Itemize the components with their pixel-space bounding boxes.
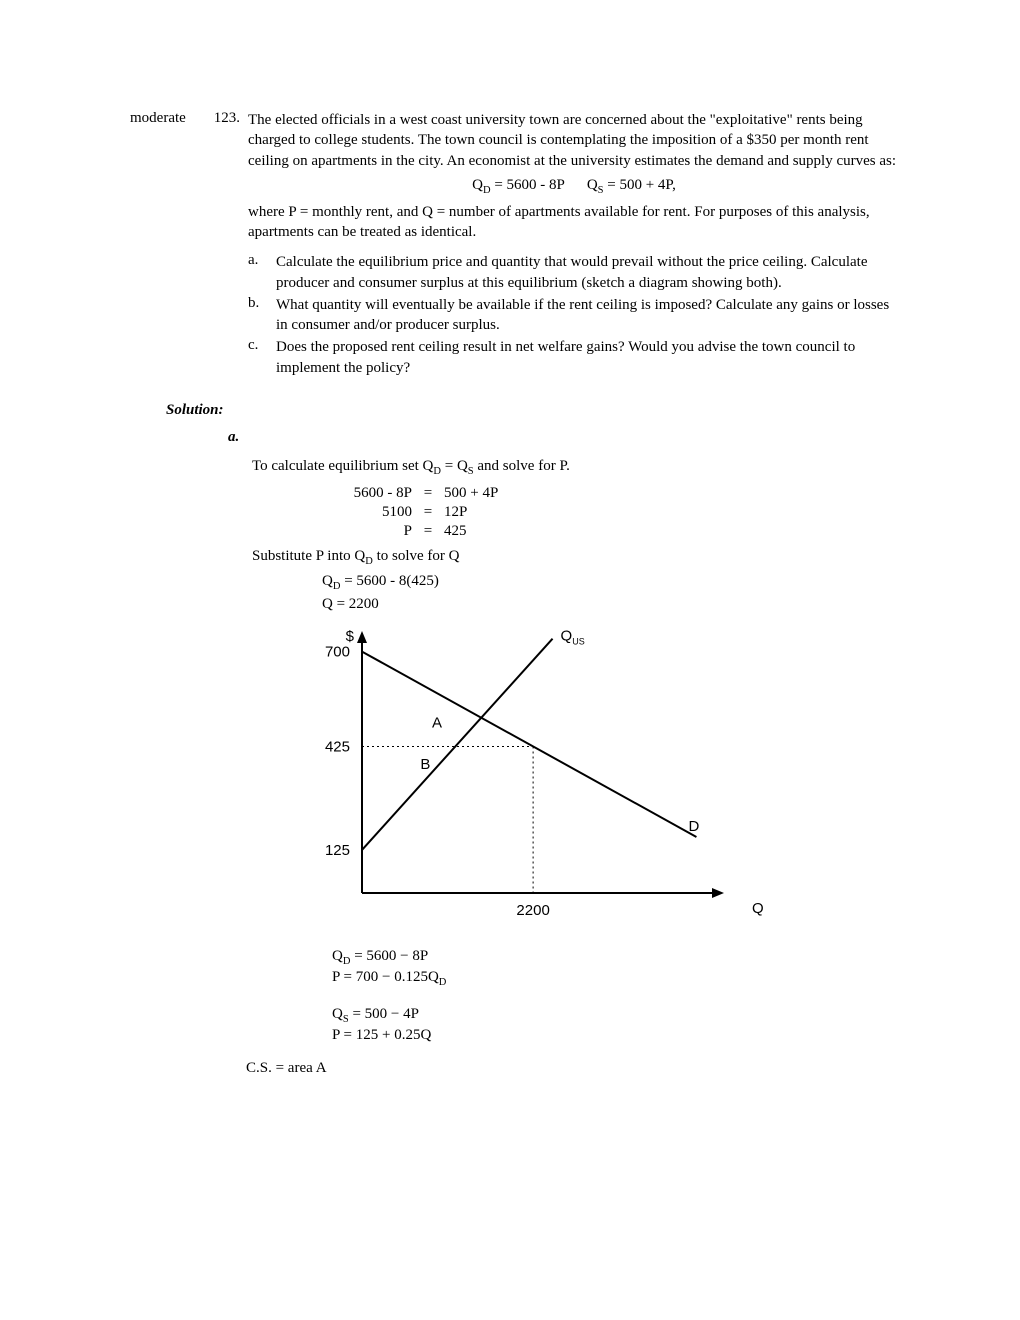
svg-text:125: 125 [325,842,350,859]
part-c: c. Does the proposed rent ceiling result… [248,337,900,378]
svg-text:B: B [420,756,430,773]
part-a-text: Calculate the equilibrium price and quan… [276,252,900,293]
part-a: a. Calculate the equilibrium price and q… [248,252,900,293]
inverse-demand-1: QD = 5600 − 8P [332,948,900,967]
solution-heading: Solution: [166,402,900,419]
question-parts: a. Calculate the equilibrium price and q… [248,252,900,378]
svg-text:Q: Q [752,900,764,917]
sol-line1: To calculate equilibrium set QD = QS and… [252,456,900,479]
part-c-text: Does the proposed rent ceiling result in… [276,337,900,378]
svg-text:700: 700 [325,644,350,661]
question-number: 123. [200,110,248,127]
svg-text:$: $ [346,628,355,645]
part-a-label: a. [248,252,276,293]
question-row: moderate 123. The elected officials in a… [130,110,900,380]
svg-text:D: D [688,818,699,835]
solution-body: To calculate equilibrium set QD = QS and… [252,456,900,1079]
question-p2: where P = monthly rent, and Q = number o… [248,202,900,243]
part-b: b. What quantity will eventually be avai… [248,295,900,336]
supply-demand-chart: $ Q 700 425 125 D QUS 2200 A B [292,623,900,938]
svg-text:QUS: QUS [561,628,585,647]
inverse-demand-2: P = 700 − 0.125QD [332,969,900,988]
inverse-supply-1: QS = 500 − 4P [332,1006,900,1025]
eq4: QD = 5600 - 8(425) [322,573,900,592]
svg-text:425: 425 [325,739,350,756]
cs-line: C.S. = area A [246,1058,900,1078]
sol-line2: Substitute P into QD to solve for Q [252,546,900,569]
part-b-text: What quantity will eventually be availab… [276,295,900,336]
part-b-label: b. [248,295,276,336]
inverse-supply-2: P = 125 + 0.25Q [332,1027,900,1044]
svg-text:2200: 2200 [516,902,549,919]
part-c-label: c. [248,337,276,378]
question-p1: The elected officials in a west coast un… [248,110,900,171]
svg-text:A: A [432,715,442,732]
solution-part-a-label: a. [228,429,900,446]
question-body: The elected officials in a west coast un… [248,110,900,380]
question-equation: QD = 5600 - 8P QS = 500 + 4P, [248,177,900,196]
eq5: Q = 2200 [322,596,900,613]
difficulty-label: moderate [130,110,200,127]
eq-block-1: 5600 - 8P=500 + 4P 5100=12P P=425 [322,485,900,540]
